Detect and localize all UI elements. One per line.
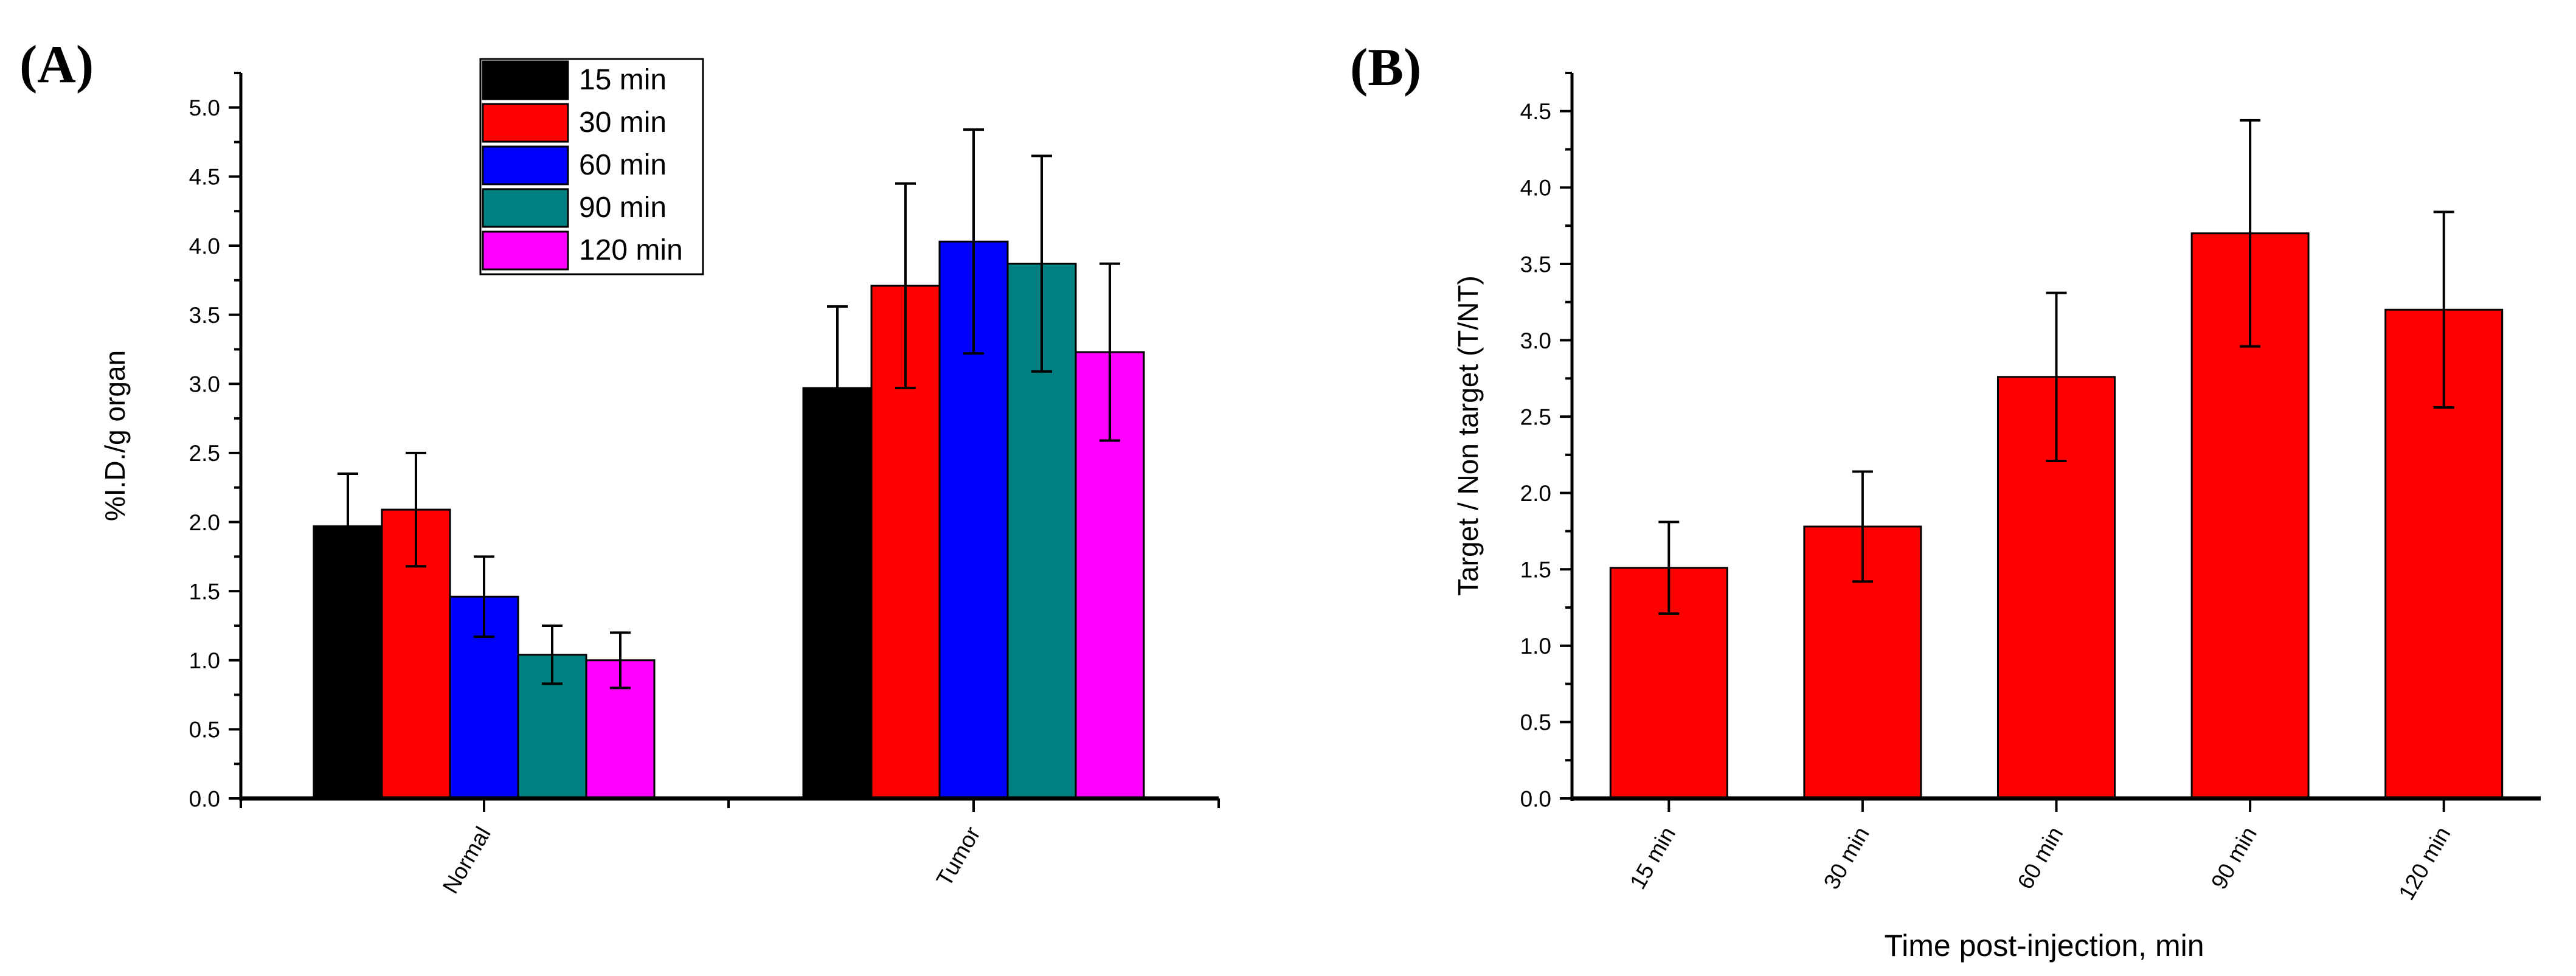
panel-a-legend-label: 15 min (579, 64, 667, 96)
panel-b-y-tick-label: 4.0 (1520, 176, 1551, 201)
panel-b-y-tick-label: 2.5 (1520, 404, 1551, 429)
panel-b-x-tick-label: 60 min (2012, 823, 2068, 894)
panel-a-legend-swatch (482, 103, 569, 143)
panel-a-y-tick-label: 1.5 (189, 579, 220, 604)
panel-a-y-tick-label: 1.0 (189, 648, 220, 673)
panel-a-y-tick-label: 3.0 (189, 372, 220, 397)
panel-b-x-tick-label: 30 min (1819, 823, 1874, 894)
panel-a-y-tick-label: 3.5 (189, 303, 220, 328)
panel-a-y-tick-label: 2.5 (189, 441, 220, 466)
panel-a-y-tick-label: 2.0 (189, 510, 220, 535)
panel-a: (A) 0.0 0.5 1.0 1.5 2.0 2.5 3.0 3.5 4.0 4.5 5.0 %I.D… (19, 35, 1220, 898)
panel-a-y-tick-label: 4.5 (189, 165, 220, 190)
panel-b-label: (B) (1350, 38, 1421, 97)
panel-a-legend-label: 90 min (579, 192, 667, 224)
panel-b-y-tick-label: 1.5 (1520, 558, 1551, 583)
panel-b-y-tick-label: 0.5 (1520, 710, 1551, 735)
panel-b-x-tick-label: 90 min (2206, 823, 2262, 894)
panel-a-y-tick-label: 0.0 (189, 786, 220, 811)
panel-b-x-axis-label: Time post-injection, min (1884, 929, 2204, 963)
panel-a-y-axis-label: %I.D./g organ (99, 350, 131, 521)
panel-b-y-tick-label: 1.0 (1520, 634, 1551, 659)
panel-b-y-tick-label: 2.0 (1520, 481, 1551, 506)
panel-b-y-axis-label: Target / Non target (T/NT) (1452, 275, 1484, 596)
panel-a-legend-swatch (482, 188, 569, 228)
panel-b-y-tick-label: 3.0 (1520, 328, 1551, 353)
panel-a-y-tick-label: 4.0 (189, 234, 220, 258)
panel-a-legend-swatch (482, 60, 569, 100)
panel-a-legend-label: 30 min (579, 106, 667, 139)
panel-b-y-tick-label: 3.5 (1520, 252, 1551, 277)
panel-a-x-tick-label: Tumor (932, 823, 985, 891)
panel-a-label: (A) (19, 35, 94, 94)
panel-b: (B) 0.0 0.5 1.0 1.5 2.0 2.5 3.0 3.5 4.0 4.5 Target … (1350, 38, 2541, 963)
panel-a-legend-swatch (482, 145, 569, 185)
panel-a-y-tick-label: 5.0 (189, 95, 220, 120)
panel-a-y-tick-label: 0.5 (189, 718, 220, 742)
panel-a-legend-swatch (482, 230, 569, 271)
panel-b-x-tick-label: 15 min (1625, 823, 1680, 894)
panel-b-x-tick-label: 120 min (2394, 823, 2455, 905)
panel-a-legend-label: 60 min (579, 149, 667, 181)
panel-a-x-tick-label: Normal (438, 823, 496, 898)
panel-a-legend-label: 120 min (579, 234, 683, 266)
panel-b-y-tick-label: 4.5 (1520, 99, 1551, 124)
panel-b-y-tick-label: 0.0 (1520, 786, 1551, 811)
